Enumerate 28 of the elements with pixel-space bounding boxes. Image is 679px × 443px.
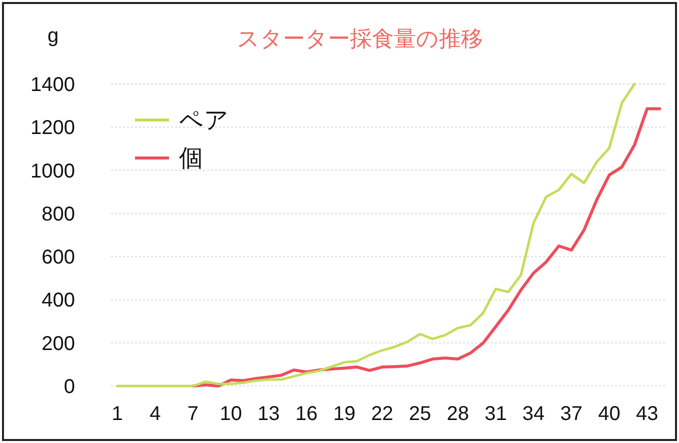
x-tick-label: 31 (484, 403, 507, 425)
y-tick-label: 1000 (30, 160, 75, 182)
y-tick-label: 1400 (30, 74, 75, 96)
x-tick-label: 34 (522, 403, 545, 425)
x-tick-label: 10 (220, 403, 242, 425)
line-series (116, 82, 636, 388)
y-tick-label: 0 (64, 376, 75, 398)
y-tick-label: 800 (42, 203, 75, 226)
x-tick-label: 19 (333, 403, 356, 425)
x-tick-label: 25 (408, 403, 432, 425)
x-tick-label: 22 (371, 403, 394, 425)
chart-title: スターター採食量の推移 (237, 26, 483, 51)
y-axis-title: g (47, 25, 59, 47)
y-tick-label: 600 (42, 246, 75, 269)
x-tick-label: 37 (560, 403, 583, 425)
x-tick-label: 13 (258, 403, 280, 425)
x-tick-label: 28 (446, 403, 469, 425)
x-tick-label: 40 (598, 403, 620, 425)
legend-label: 個 (179, 145, 203, 172)
legend-label: ペア (179, 107, 229, 134)
y-tick-label: 1200 (30, 117, 75, 140)
x-tick-label: 1 (112, 403, 123, 425)
y-tick-label: 400 (42, 290, 75, 312)
y-tick-label: 200 (42, 332, 75, 355)
x-tick-label: 4 (150, 403, 161, 425)
x-tick-label: 7 (187, 403, 199, 425)
x-tick-label: 43 (636, 403, 658, 425)
x-tick-label: 16 (295, 403, 318, 425)
